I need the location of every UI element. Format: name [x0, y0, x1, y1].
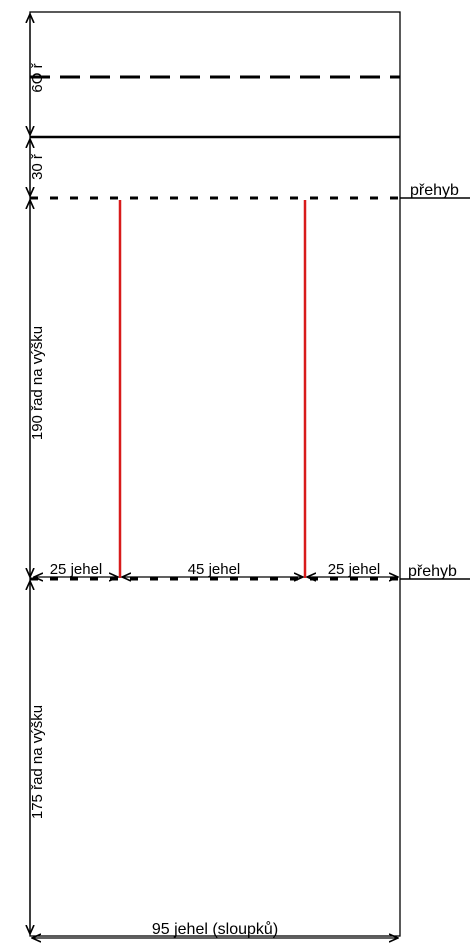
label-175-rows: 175 řad na výšku [29, 705, 46, 819]
label-30-rows: 30 ř [29, 153, 46, 180]
label-190-rows: 190 řad na výšku [29, 326, 46, 440]
label-fold-lower: přehyb [408, 563, 457, 580]
label-95-stitches-width: 95 jehel (sloupků) [152, 920, 278, 938]
label-25-stitches-right: 25 jehel [328, 561, 381, 578]
label-45-stitches: 45 jehel [188, 561, 241, 578]
label-25-stitches-left: 25 jehel [50, 561, 103, 578]
label-60-rows: 6O ř [29, 62, 46, 92]
label-fold-upper: přehyb [410, 182, 459, 199]
piece-outline [29, 11, 401, 937]
